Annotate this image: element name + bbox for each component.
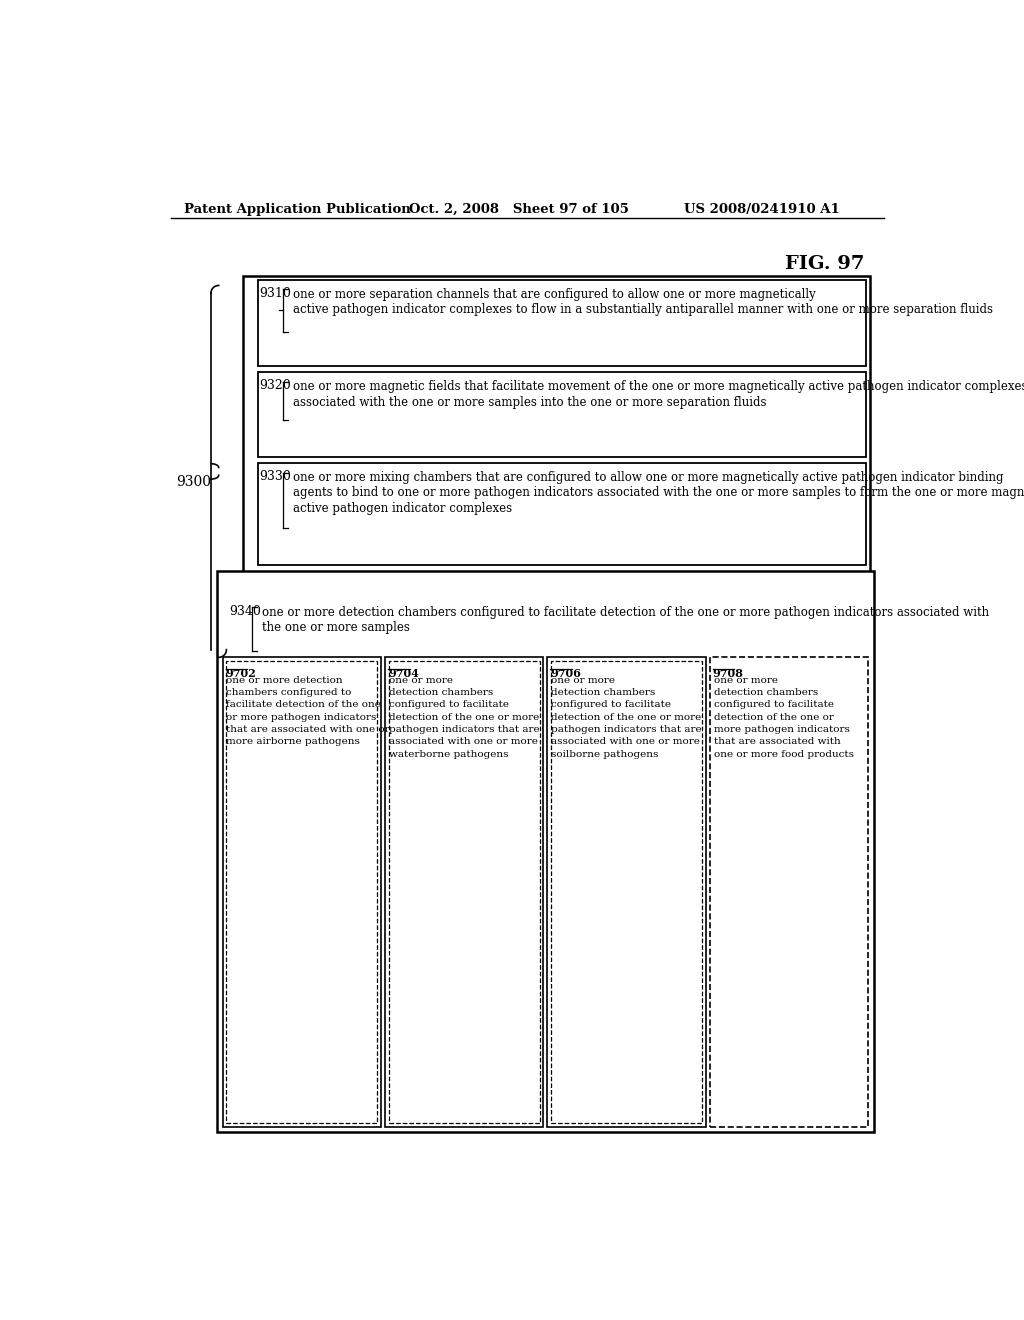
Text: configured to facilitate: configured to facilitate — [551, 701, 671, 709]
Bar — [385, 657, 544, 1127]
Text: associated with the one or more samples into the one or more separation fluids: associated with the one or more samples … — [293, 396, 767, 409]
Text: that are associated with: that are associated with — [714, 738, 841, 746]
Text: that are associated with one or: that are associated with one or — [226, 725, 390, 734]
Text: pathogen indicators that are: pathogen indicators that are — [389, 725, 540, 734]
Text: one or more separation channels that are configured to allow one or more magneti: one or more separation channels that are… — [293, 288, 816, 301]
Text: one or more: one or more — [551, 676, 615, 685]
Text: one or more: one or more — [714, 676, 777, 685]
Bar — [551, 661, 701, 1123]
Text: one or more detection chambers configured to facilitate detection of the one or : one or more detection chambers configure… — [262, 606, 989, 619]
Text: associated with one or more: associated with one or more — [389, 738, 538, 746]
Bar — [222, 657, 381, 1127]
Text: detection chambers: detection chambers — [714, 688, 818, 697]
Text: one or more: one or more — [389, 676, 453, 685]
Text: 9704: 9704 — [388, 668, 419, 680]
Bar — [258, 280, 866, 367]
Text: facilitate detection of the one: facilitate detection of the one — [226, 701, 381, 709]
Text: detection of the one or more: detection of the one or more — [551, 713, 701, 722]
Text: 9320: 9320 — [260, 379, 292, 392]
Bar — [258, 463, 866, 565]
Text: one or more detection: one or more detection — [226, 676, 343, 685]
Text: 9708: 9708 — [713, 668, 743, 680]
Text: one or more magnetic fields that facilitate movement of the one or more magnetic: one or more magnetic fields that facilit… — [293, 380, 1024, 393]
Bar — [243, 276, 870, 665]
Text: detection of the one or: detection of the one or — [714, 713, 834, 722]
Text: 9310: 9310 — [260, 286, 292, 300]
Text: active pathogen indicator complexes: active pathogen indicator complexes — [293, 502, 512, 515]
Text: 9330: 9330 — [260, 470, 292, 483]
Text: configured to facilitate: configured to facilitate — [714, 701, 834, 709]
Text: configured to facilitate: configured to facilitate — [389, 701, 509, 709]
Bar — [710, 657, 868, 1127]
Bar — [389, 661, 540, 1123]
Text: associated with one or more: associated with one or more — [551, 738, 700, 746]
Text: or more pathogen indicators: or more pathogen indicators — [226, 713, 377, 722]
Text: waterborne pathogens: waterborne pathogens — [389, 750, 508, 759]
Text: detection chambers: detection chambers — [551, 688, 655, 697]
Text: one or more mixing chambers that are configured to allow one or more magneticall: one or more mixing chambers that are con… — [293, 471, 1004, 484]
Text: active pathogen indicator complexes to flow in a substantially antiparallel mann: active pathogen indicator complexes to f… — [293, 304, 993, 317]
Text: FIG. 97: FIG. 97 — [785, 255, 864, 273]
Text: US 2008/0241910 A1: US 2008/0241910 A1 — [684, 203, 841, 216]
Text: more airborne pathogens: more airborne pathogens — [226, 738, 360, 746]
Text: 9340: 9340 — [228, 605, 261, 618]
Text: one or more food products: one or more food products — [714, 750, 854, 759]
Bar — [217, 572, 873, 1133]
Bar — [226, 661, 377, 1123]
Text: soilborne pathogens: soilborne pathogens — [551, 750, 658, 759]
Bar — [547, 657, 706, 1127]
Text: 9300: 9300 — [176, 475, 211, 488]
Text: the one or more samples: the one or more samples — [262, 622, 410, 634]
Text: detection of the one or more: detection of the one or more — [389, 713, 539, 722]
Text: pathogen indicators that are: pathogen indicators that are — [551, 725, 701, 734]
Text: 9702: 9702 — [225, 668, 256, 680]
Text: more pathogen indicators: more pathogen indicators — [714, 725, 849, 734]
Text: chambers configured to: chambers configured to — [226, 688, 352, 697]
Text: detection chambers: detection chambers — [389, 688, 493, 697]
Text: agents to bind to one or more pathogen indicators associated with the one or mor: agents to bind to one or more pathogen i… — [293, 487, 1024, 499]
Text: Patent Application Publication: Patent Application Publication — [183, 203, 411, 216]
Text: 9706: 9706 — [550, 668, 582, 680]
Text: Oct. 2, 2008   Sheet 97 of 105: Oct. 2, 2008 Sheet 97 of 105 — [410, 203, 629, 216]
Bar — [258, 372, 866, 457]
